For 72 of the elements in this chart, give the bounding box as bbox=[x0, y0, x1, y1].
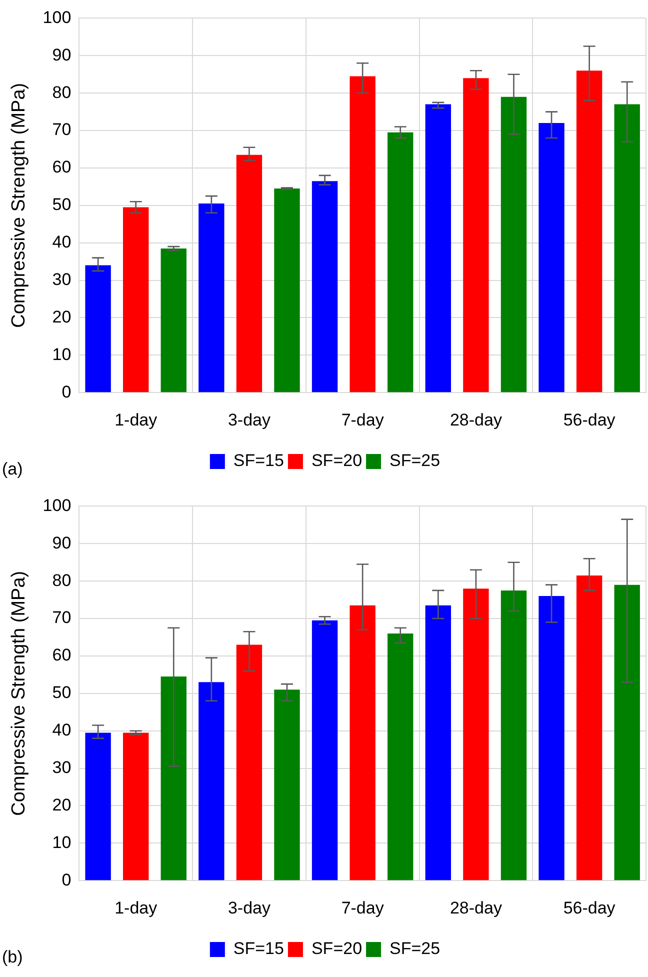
legend-label: SF=25 bbox=[390, 451, 440, 470]
y-tick-label: 80 bbox=[52, 82, 72, 102]
x-tick-label: 1-day bbox=[114, 410, 158, 430]
y-axis-title: Compressive Strength (MPa) bbox=[8, 82, 30, 328]
bar bbox=[85, 265, 111, 392]
legend-label: SF=20 bbox=[311, 939, 362, 958]
y-tick-label: 30 bbox=[52, 270, 72, 289]
x-tick-label: 7-day bbox=[341, 898, 384, 918]
bar bbox=[312, 620, 338, 880]
bar bbox=[350, 605, 376, 880]
y-tick-label: 100 bbox=[42, 8, 72, 27]
bar bbox=[236, 644, 262, 880]
y-tick-label: 70 bbox=[52, 120, 72, 140]
y-tick-label: 30 bbox=[52, 758, 72, 777]
y-tick-label: 90 bbox=[52, 45, 72, 64]
y-tick-label: 20 bbox=[52, 795, 72, 814]
text: (a) bbox=[2, 460, 23, 479]
x-tick-label: 56-day bbox=[563, 898, 616, 918]
x-tick-label: 56-day bbox=[563, 410, 616, 430]
y-tick-label: 0 bbox=[62, 382, 72, 402]
bar bbox=[538, 596, 564, 880]
bar bbox=[576, 575, 602, 880]
y-tick-label: 60 bbox=[52, 646, 72, 665]
bar bbox=[463, 588, 489, 880]
bar bbox=[500, 590, 527, 880]
y-tick-label: 80 bbox=[52, 570, 72, 590]
y-tick-label: 40 bbox=[52, 232, 72, 252]
bar bbox=[388, 132, 414, 392]
y-tick-label: 20 bbox=[52, 307, 72, 326]
bar bbox=[85, 732, 111, 880]
bar bbox=[350, 76, 376, 392]
y-tick-label: 50 bbox=[52, 195, 72, 214]
bar bbox=[198, 204, 224, 392]
y-tick-label: 0 bbox=[62, 870, 72, 890]
legend-label: SF=15 bbox=[233, 451, 284, 470]
legend-label: SF=15 bbox=[233, 939, 284, 958]
x-tick-label: 3-day bbox=[228, 898, 271, 918]
bar bbox=[312, 181, 338, 392]
bar bbox=[274, 188, 300, 392]
x-tick-label: 3-day bbox=[228, 410, 271, 430]
y-tick-label: 40 bbox=[52, 720, 72, 740]
bar bbox=[614, 104, 640, 392]
y-axis-title: Compressive Strength (MPa) bbox=[8, 570, 30, 816]
bar bbox=[500, 96, 527, 392]
bar bbox=[425, 104, 452, 392]
bar bbox=[538, 123, 564, 392]
x-tick-label: 28-day bbox=[450, 410, 502, 430]
bar bbox=[123, 732, 149, 880]
bar bbox=[198, 682, 224, 880]
y-tick-label: 60 bbox=[52, 158, 72, 177]
bar bbox=[274, 690, 300, 880]
bar bbox=[123, 207, 149, 392]
bar bbox=[425, 605, 452, 880]
y-tick-label: 100 bbox=[42, 496, 72, 515]
y-tick-label: 90 bbox=[52, 533, 72, 552]
bar bbox=[576, 70, 602, 392]
bar bbox=[160, 248, 186, 392]
legend-label: SF=25 bbox=[390, 939, 440, 958]
y-tick-label: 50 bbox=[52, 683, 72, 702]
y-tick-label: 10 bbox=[52, 344, 72, 364]
y-tick-label: 10 bbox=[52, 832, 72, 852]
bar bbox=[160, 676, 186, 880]
bar bbox=[236, 154, 262, 392]
bar bbox=[388, 633, 414, 880]
x-tick-label: 7-day bbox=[341, 410, 384, 430]
bar bbox=[463, 78, 489, 392]
legend-label: SF=20 bbox=[311, 451, 362, 470]
y-tick-label: 70 bbox=[52, 608, 72, 628]
x-tick-label: 1-day bbox=[114, 898, 158, 918]
bar bbox=[614, 584, 640, 880]
x-tick-label: 28-day bbox=[450, 898, 502, 918]
text: (b) bbox=[2, 948, 23, 967]
